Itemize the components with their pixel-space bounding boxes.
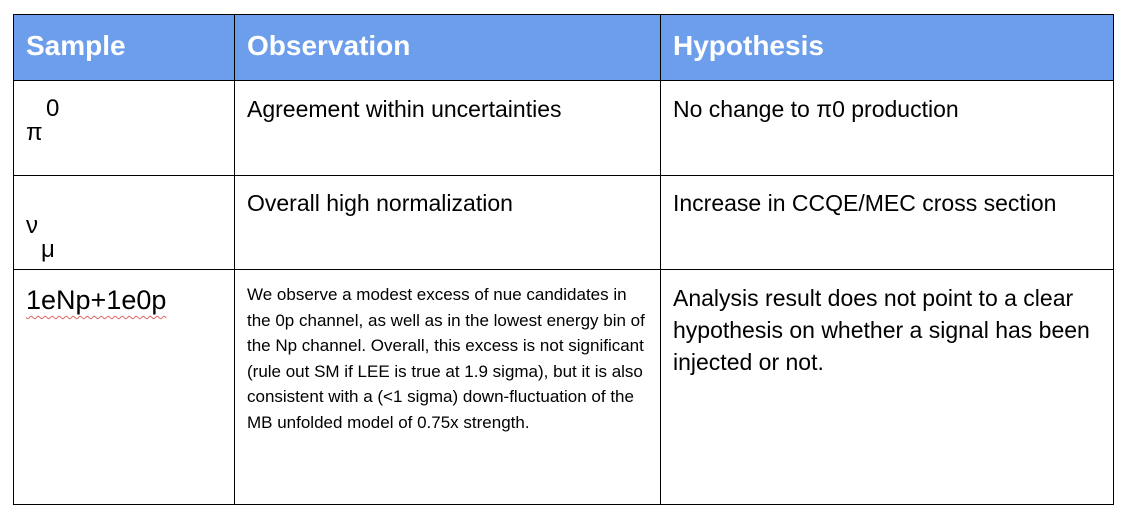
sample-cell: 0 π [14,81,235,175]
hypothesis-cell: No change to π0 production [661,81,1113,175]
hypothesis-cell: Increase in CCQE/MEC cross section [661,176,1113,269]
observation-text: Overall high normalization [247,190,513,216]
observation-text: We observe a modest excess of nue candid… [247,285,645,432]
header-cell-observation: Observation [235,15,661,80]
header-observation-label: Observation [247,30,411,61]
observation-text: Agreement within uncertainties [247,96,562,122]
sample-subscript: μ [41,236,55,263]
hypothesis-text: No change to π0 production [673,96,959,122]
hypothesis-cell: Analysis result does not point to a clea… [661,270,1113,505]
sample-text: 1eNp+1e0p [26,285,167,315]
table-header-row: Sample Observation Hypothesis [14,15,1113,81]
sample-cell: ν μ [14,176,235,269]
observation-cell: We observe a modest excess of nue candid… [235,270,661,505]
hypothesis-text: Analysis result does not point to a clea… [673,285,1090,375]
header-sample-label: Sample [26,30,126,61]
table-row-1enp-1e0p: 1eNp+1e0p We observe a modest excess of … [14,270,1113,505]
header-cell-hypothesis: Hypothesis [661,15,1113,80]
hypothesis-text: Increase in CCQE/MEC cross section [673,190,1057,216]
header-hypothesis-label: Hypothesis [673,30,824,61]
sample-superscript: 0 [46,95,60,122]
sample-cell: 1eNp+1e0p [14,270,235,505]
observation-cell: Overall high normalization [235,176,661,269]
sample-symbol: ν [26,212,38,239]
table-row-numu: ν μ Overall high normalization Increase … [14,176,1113,270]
observation-cell: Agreement within uncertainties [235,81,661,175]
results-table: Sample Observation Hypothesis 0 π Agreem… [13,14,1114,505]
sample-symbol: π [26,119,43,146]
table-row-pi0: 0 π Agreement within uncertainties No ch… [14,81,1113,176]
header-cell-sample: Sample [14,15,235,80]
